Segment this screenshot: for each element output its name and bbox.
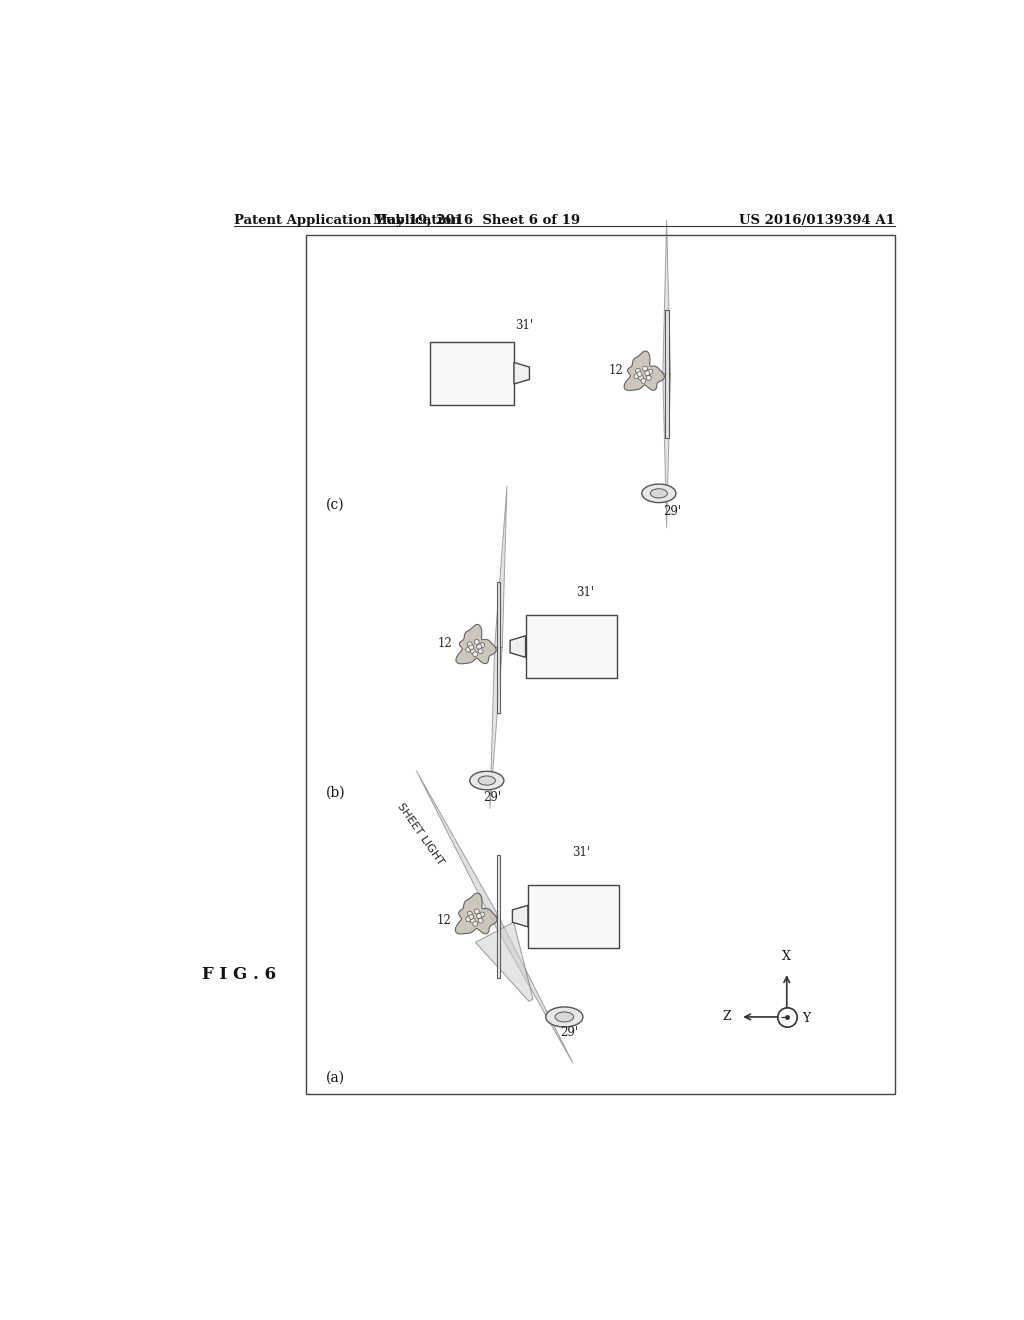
Circle shape <box>473 652 477 657</box>
Bar <box>306 235 895 1094</box>
Circle shape <box>474 639 479 644</box>
Text: Y: Y <box>802 1012 811 1026</box>
Circle shape <box>470 648 475 653</box>
Polygon shape <box>489 647 503 809</box>
Circle shape <box>479 912 484 917</box>
Circle shape <box>636 368 640 374</box>
Circle shape <box>470 919 475 923</box>
Circle shape <box>469 915 474 919</box>
Polygon shape <box>514 363 529 384</box>
Polygon shape <box>475 923 534 1002</box>
Polygon shape <box>456 624 497 664</box>
Circle shape <box>637 371 642 376</box>
Circle shape <box>641 379 646 383</box>
Ellipse shape <box>546 1007 583 1027</box>
Circle shape <box>639 375 643 380</box>
Circle shape <box>476 644 481 649</box>
Circle shape <box>467 911 472 916</box>
Text: May 19, 2016  Sheet 6 of 19: May 19, 2016 Sheet 6 of 19 <box>373 214 581 227</box>
Text: 31': 31' <box>515 318 534 331</box>
Text: (a): (a) <box>326 1071 345 1085</box>
Bar <box>665 310 669 437</box>
Circle shape <box>479 643 484 648</box>
Text: 29': 29' <box>483 792 501 804</box>
Polygon shape <box>663 220 671 374</box>
Ellipse shape <box>642 484 676 503</box>
Circle shape <box>473 921 477 927</box>
Circle shape <box>634 374 639 379</box>
Polygon shape <box>495 486 507 648</box>
Circle shape <box>648 370 653 374</box>
Bar <box>430 342 514 405</box>
Bar <box>528 884 620 948</box>
Circle shape <box>478 648 483 653</box>
Bar <box>525 615 617 678</box>
Bar <box>497 855 501 978</box>
Text: 29': 29' <box>663 506 681 517</box>
Ellipse shape <box>470 771 504 789</box>
Bar <box>497 582 501 713</box>
Circle shape <box>469 645 474 649</box>
Circle shape <box>476 913 481 919</box>
Ellipse shape <box>478 776 496 785</box>
Text: F I G . 6: F I G . 6 <box>202 966 275 983</box>
Text: (c): (c) <box>326 498 344 511</box>
Circle shape <box>466 916 471 921</box>
Text: SHEET LIGHT: SHEET LIGHT <box>395 801 445 867</box>
Circle shape <box>642 366 647 371</box>
Text: 12: 12 <box>438 638 453 649</box>
Circle shape <box>645 371 650 376</box>
Text: US 2016/0139394 A1: US 2016/0139394 A1 <box>739 214 895 227</box>
Polygon shape <box>512 906 528 927</box>
Polygon shape <box>510 636 525 657</box>
Text: 31': 31' <box>575 586 594 599</box>
Ellipse shape <box>650 488 668 498</box>
Text: (b): (b) <box>326 785 345 800</box>
Polygon shape <box>492 915 572 1063</box>
Text: 29': 29' <box>560 1026 579 1039</box>
Polygon shape <box>624 351 665 391</box>
Circle shape <box>474 909 479 913</box>
Polygon shape <box>663 374 671 528</box>
Ellipse shape <box>555 1012 573 1022</box>
Text: Z: Z <box>722 1010 731 1023</box>
Text: X: X <box>782 950 792 964</box>
Text: 12: 12 <box>608 363 624 376</box>
Text: Patent Application Publication: Patent Application Publication <box>234 214 461 227</box>
Circle shape <box>466 647 471 652</box>
Circle shape <box>467 642 472 647</box>
Polygon shape <box>456 894 497 935</box>
Text: 31': 31' <box>572 846 590 859</box>
Text: 12: 12 <box>436 915 452 927</box>
Circle shape <box>646 375 651 380</box>
Polygon shape <box>417 771 498 919</box>
Circle shape <box>478 919 483 923</box>
